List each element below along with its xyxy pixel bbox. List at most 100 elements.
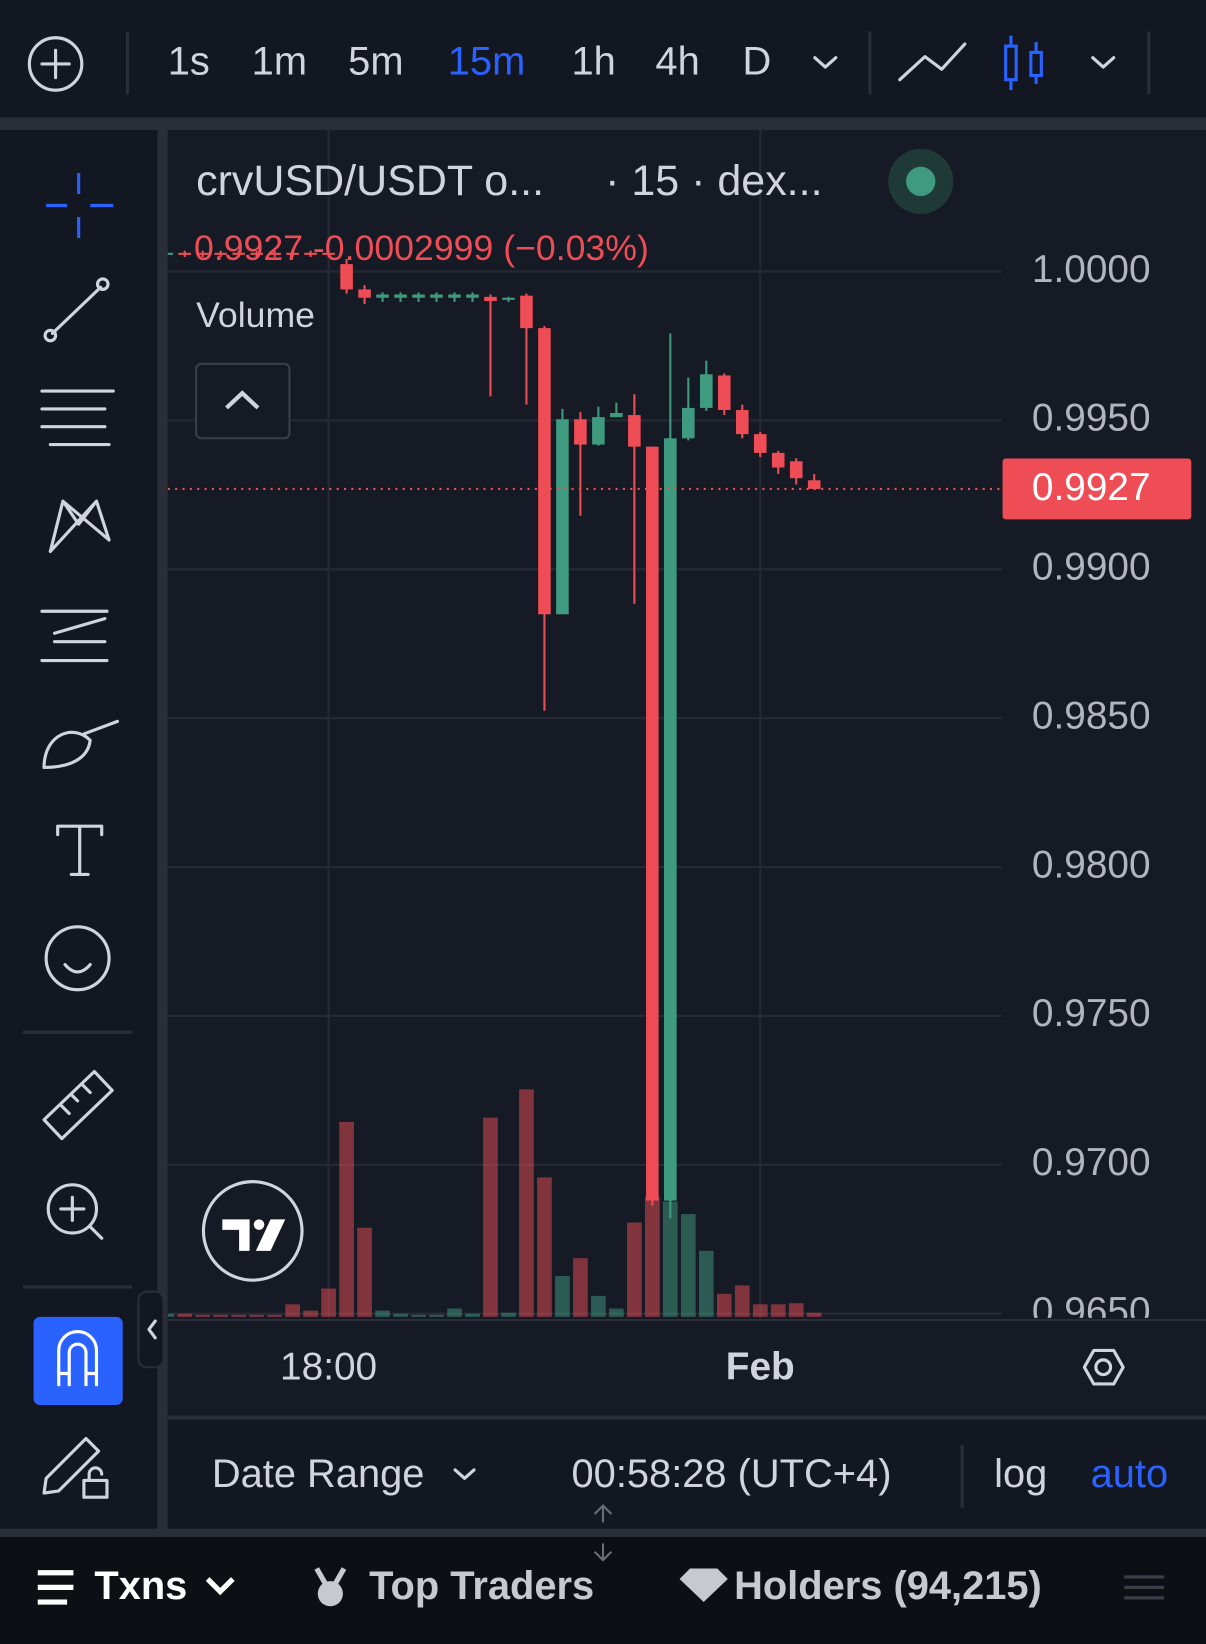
logo-mark [222, 1219, 286, 1251]
footer-bar [167, 1419, 1206, 1529]
candle-series [167, 250, 1002, 1219]
interval-button[interactable]: 1s [168, 39, 210, 83]
candle-body [430, 294, 443, 298]
date-range-button[interactable]: Date Range [212, 1452, 425, 1496]
volume-bar [519, 1089, 534, 1317]
candle-body [502, 297, 515, 300]
tab[interactable]: Txns [94, 1564, 187, 1608]
pattern-tool[interactable] [48, 499, 111, 554]
separator [167, 1415, 1206, 1420]
volume-bar [555, 1275, 570, 1317]
price-axis: 0.9650 0.9700 0.9750 0.9800 0.9850 0.9900 0.99… [1032, 248, 1151, 1333]
lock-tool[interactable] [42, 1436, 109, 1499]
volume-bar [339, 1121, 354, 1317]
candle-body [250, 252, 263, 255]
candle-body [322, 252, 335, 255]
tool-icon [95, 277, 110, 291]
x-tick-label: Feb [726, 1346, 795, 1389]
logo-mark [253, 1219, 265, 1230]
divider [23, 1030, 133, 1034]
interval-button[interactable]: 15m [448, 39, 525, 83]
ruler-tool[interactable] [42, 1069, 114, 1141]
interval-button[interactable]: 5m [348, 39, 403, 83]
candle-body [700, 374, 713, 408]
volume-bar [213, 1314, 229, 1317]
candle-body [664, 438, 677, 1201]
text-tool[interactable] [56, 824, 104, 876]
interval-button[interactable]: 1m [252, 39, 307, 83]
projection-tool[interactable] [40, 609, 109, 663]
menu-icon[interactable] [1124, 1575, 1165, 1600]
tab[interactable]: Top Traders [369, 1564, 594, 1608]
interval-button[interactable]: 1h [572, 39, 616, 83]
volume-bar [716, 1293, 732, 1317]
candle-body [178, 252, 192, 255]
settings-icon [1094, 1358, 1113, 1377]
fib-tool[interactable] [40, 389, 115, 447]
candle-body [771, 452, 785, 468]
volume-bar [167, 1313, 175, 1317]
last-price-tag [1002, 458, 1192, 520]
trendline-tool[interactable] [43, 277, 110, 343]
logo[interactable] [201, 1180, 304, 1282]
add-icon [40, 48, 71, 80]
collapse-toolbar[interactable] [137, 1290, 165, 1369]
candle-body [340, 264, 353, 290]
brush-tool[interactable] [42, 719, 120, 770]
line-chart-button[interactable] [898, 42, 967, 82]
emoji-tool[interactable] [44, 925, 111, 992]
add-button[interactable] [27, 36, 84, 92]
grid [167, 130, 1002, 1319]
candle-body [448, 294, 461, 298]
y-tick-label: 0.9900 [1032, 546, 1151, 589]
candle-body [232, 252, 245, 255]
candle-icon [1009, 35, 1038, 91]
collapse-legend[interactable] [195, 362, 291, 440]
volume-bar [788, 1303, 804, 1317]
volume-bar [537, 1177, 552, 1317]
volume-bar [645, 1196, 660, 1317]
candle-body [358, 289, 371, 298]
intervals-dropdown[interactable] [813, 56, 838, 69]
y-tick-label: 0.9850 [1032, 694, 1151, 737]
crosshair-tool[interactable] [46, 172, 114, 239]
candle-body [574, 419, 587, 445]
resize-handle[interactable] [593, 1504, 613, 1562]
candle-body [214, 252, 227, 255]
candle-body [286, 252, 299, 255]
y-tick-label: 0.9750 [1032, 992, 1151, 1035]
volume-bar [483, 1117, 498, 1317]
interval-button[interactable]: 4h [655, 39, 699, 83]
candle-body [753, 434, 767, 453]
scale-option[interactable]: log [994, 1452, 1047, 1496]
y-tick-label: 0.9650 [1032, 1290, 1151, 1333]
volume-bar [195, 1314, 211, 1317]
x-tick-label: 18:00 [280, 1346, 377, 1389]
interval-button[interactable]: D [742, 39, 771, 83]
tab[interactable]: Holders (94,215) [734, 1564, 1042, 1608]
divider [960, 1444, 964, 1508]
candle-body [717, 375, 731, 411]
candle-chart-button[interactable] [1004, 35, 1043, 91]
interval-list: 1s 1m 5m 15m 1h 4h D [168, 39, 771, 83]
candle-body [394, 294, 407, 298]
chart-type-dropdown[interactable] [1091, 56, 1116, 69]
collapse-icon [147, 1319, 157, 1340]
status-dot [906, 166, 936, 197]
volume-bar [770, 1304, 786, 1317]
volume-bar [447, 1308, 462, 1317]
settings-button[interactable] [1082, 1348, 1125, 1386]
candle-body [789, 461, 803, 479]
magnet-tool[interactable] [33, 1316, 123, 1405]
txns-dropdown [205, 1577, 235, 1596]
trophy-icon [314, 1567, 347, 1585]
zoom-tool[interactable] [46, 1183, 104, 1240]
separator [157, 130, 168, 1531]
volume-bar [249, 1314, 265, 1317]
volume-bar [177, 1313, 193, 1317]
axis-line [167, 1318, 1206, 1322]
scale-option[interactable]: auto [1091, 1452, 1169, 1496]
ohlc-legend: 0.9927 -0.0002999 (−0.03%) [194, 228, 649, 268]
candle-body [484, 296, 497, 302]
